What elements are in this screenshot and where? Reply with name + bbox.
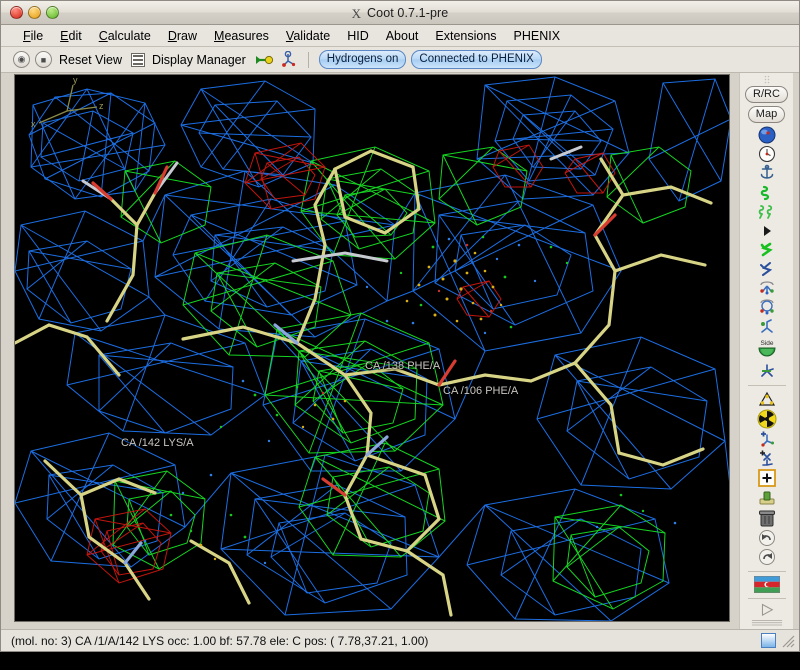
map-button[interactable]: Map	[747, 106, 786, 124]
menu-draw[interactable]: Draw	[167, 28, 198, 43]
green-arrow-icon[interactable]	[255, 52, 275, 68]
model-bonds-nitrogen	[123, 323, 389, 565]
side-chain-icon[interactable]: Side	[753, 337, 781, 361]
menu-about[interactable]: About	[385, 28, 419, 43]
toolbar-separator	[307, 51, 309, 68]
menu-hid[interactable]: HID	[347, 28, 369, 43]
maximize-button[interactable]	[46, 6, 59, 19]
menu-file[interactable]: File	[23, 28, 44, 43]
sidebar-separator-2	[747, 571, 786, 573]
pointer-icon[interactable]	[753, 222, 781, 240]
redo-icon[interactable]	[753, 548, 781, 566]
x-window-icon: X	[351, 5, 362, 21]
status-right-group	[761, 630, 795, 651]
model-bonds-oxygen	[91, 165, 617, 497]
orientation-axes	[38, 84, 98, 124]
rotate-sphere-icon[interactable]	[753, 298, 781, 316]
status-text: (mol. no: 3) CA /1/A/142 LYS occ: 1.00 b…	[11, 633, 429, 648]
close-button[interactable]	[10, 6, 23, 19]
mutate-auto-fit-icon[interactable]	[753, 390, 781, 408]
mesh-2fofc	[15, 76, 729, 621]
resize-grip-icon[interactable]	[781, 634, 795, 648]
status-bar: (mol. no: 3) CA /1/A/142 LYS occ: 1.00 b…	[1, 629, 799, 651]
window-title: Coot 0.7.1-pre	[367, 6, 449, 20]
minimize-button[interactable]	[28, 6, 41, 19]
reset-view-icon-right[interactable]: ■	[35, 51, 52, 68]
svg-text:Side: Side	[760, 340, 773, 347]
axes-labels: x y z	[31, 75, 104, 129]
tool-bar: ◉ ■ Reset View Display Manager Hydrogens…	[1, 47, 799, 73]
add-terminal-residue-icon[interactable]	[753, 430, 781, 448]
axis-y-label: y	[73, 75, 78, 85]
sidebar-bottom-lines	[751, 620, 782, 626]
menu-measures[interactable]: Measures	[214, 28, 269, 43]
sidebar-separator-3	[747, 598, 786, 599]
place-atom-at-pointer-icon[interactable]	[753, 468, 781, 488]
title-center-group: X Coot 0.7.1-pre	[1, 1, 799, 25]
graphics-canvas-frame: x y z CA /138 PHE/A CA /106 PHE/A CA /14…	[14, 74, 730, 622]
axis-x-label: x	[31, 119, 36, 129]
model-bonds-carbon	[15, 149, 713, 617]
main-window: X Coot 0.7.1-pre File Edit Calculate Dra…	[0, 0, 800, 652]
mutate-icon[interactable]	[753, 409, 781, 429]
blue-square-indicator[interactable]	[761, 633, 776, 648]
menu-validate[interactable]: Validate	[285, 28, 331, 43]
sidebar-grip-handle[interactable]	[763, 75, 771, 84]
azerbaijan-flag-icon[interactable]	[753, 576, 781, 594]
rotate-translate-icon[interactable]	[753, 203, 781, 221]
sphere-icon[interactable]	[753, 126, 781, 144]
clock-icon[interactable]	[753, 145, 781, 163]
clear-pending-icon[interactable]	[753, 489, 781, 507]
torsion-general-icon[interactable]	[753, 362, 781, 380]
rrc-button[interactable]: R/RC	[745, 86, 788, 104]
anchor-icon[interactable]	[753, 164, 781, 182]
display-manager-icon[interactable]	[131, 52, 145, 67]
menu-edit[interactable]: Edit	[60, 28, 82, 43]
display-manager-label[interactable]: Display Manager	[152, 52, 246, 67]
right-toolbar: R/RC Map	[739, 73, 793, 629]
title-bar: X Coot 0.7.1-pre	[1, 1, 799, 25]
edit-chi-angles-icon[interactable]	[753, 317, 781, 335]
ball-and-stick-icon[interactable]	[280, 51, 298, 68]
density-mesh-render: x y z	[15, 75, 729, 621]
rigid-body-fit-icon[interactable]	[753, 279, 781, 297]
ramachandran-icon[interactable]	[753, 183, 781, 201]
regularize-zone-icon[interactable]	[753, 260, 781, 278]
reset-view-icon-left[interactable]: ◉	[13, 51, 30, 68]
refine-zone-icon[interactable]	[753, 241, 781, 259]
menu-bar: File Edit Calculate Draw Measures Valida…	[1, 25, 799, 47]
add-alt-conf-icon[interactable]	[753, 449, 781, 467]
sidebar-separator-1	[747, 384, 786, 386]
molecular-graphics-canvas[interactable]: x y z CA /138 PHE/A CA /106 PHE/A CA /14…	[15, 75, 729, 621]
phenix-status-button[interactable]: Connected to PHENIX	[411, 50, 542, 69]
menu-phenix[interactable]: PHENIX	[513, 28, 561, 43]
menu-calculate[interactable]: Calculate	[98, 28, 151, 43]
body-row: x y z CA /138 PHE/A CA /106 PHE/A CA /14…	[1, 73, 799, 629]
undo-icon[interactable]	[753, 529, 781, 547]
delete-icon[interactable]	[753, 508, 781, 528]
axis-z-label: z	[99, 101, 104, 111]
reset-view-label[interactable]: Reset View	[59, 52, 122, 67]
menu-extensions[interactable]: Extensions	[435, 28, 497, 43]
hydrogens-toggle-button[interactable]: Hydrogens on	[318, 50, 407, 69]
density-dots	[143, 235, 677, 565]
window-controls	[1, 6, 59, 19]
run-script-icon[interactable]	[756, 603, 778, 617]
